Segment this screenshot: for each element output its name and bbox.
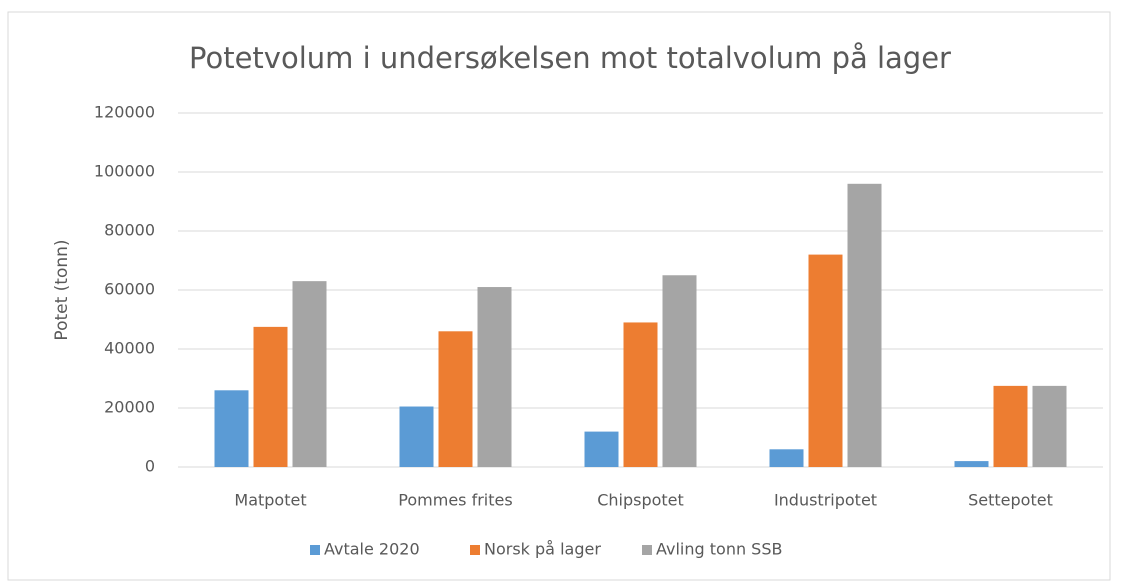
- x-tick-label: Pommes frites: [398, 491, 512, 510]
- x-tick-label: Chipspotet: [597, 491, 684, 510]
- bar: [477, 287, 512, 467]
- bar: [292, 281, 327, 467]
- bar: [847, 183, 882, 468]
- bar: [214, 390, 249, 467]
- bar: [662, 275, 697, 467]
- chart-frame: [7, 11, 1111, 581]
- x-tick-label: Settepotet: [968, 491, 1053, 510]
- y-tick-label: 0: [145, 457, 155, 476]
- bar: [993, 385, 1028, 467]
- x-tick-label: Industripotet: [774, 491, 877, 510]
- bar: [808, 254, 843, 467]
- legend-label: Avtale 2020: [324, 540, 420, 559]
- y-tick-label: 40000: [104, 339, 155, 358]
- bar: [438, 331, 473, 467]
- bar: [584, 431, 619, 467]
- y-tick-label: 20000: [104, 398, 155, 417]
- y-tick-label: 60000: [104, 280, 155, 299]
- x-tick-label: Matpotet: [234, 491, 306, 510]
- bar: [1032, 385, 1067, 467]
- bar: [253, 326, 288, 467]
- legend-label: Norsk på lager: [484, 540, 601, 559]
- bar: [623, 322, 658, 467]
- y-tick-label: 120000: [94, 103, 155, 122]
- bar: [399, 406, 434, 467]
- y-tick-label: 80000: [104, 221, 155, 240]
- bar: [769, 449, 804, 467]
- y-axis-label: Potet (tonn): [52, 239, 72, 340]
- y-tick-label: 100000: [94, 162, 155, 181]
- legend-swatch: [642, 545, 652, 555]
- legend-swatch: [470, 545, 480, 555]
- bar: [954, 461, 989, 467]
- chart-title: Potetvolum i undersøkelsen mot totalvolu…: [189, 41, 951, 75]
- legend-label: Avling tonn SSB: [656, 540, 782, 559]
- legend-swatch: [310, 545, 320, 555]
